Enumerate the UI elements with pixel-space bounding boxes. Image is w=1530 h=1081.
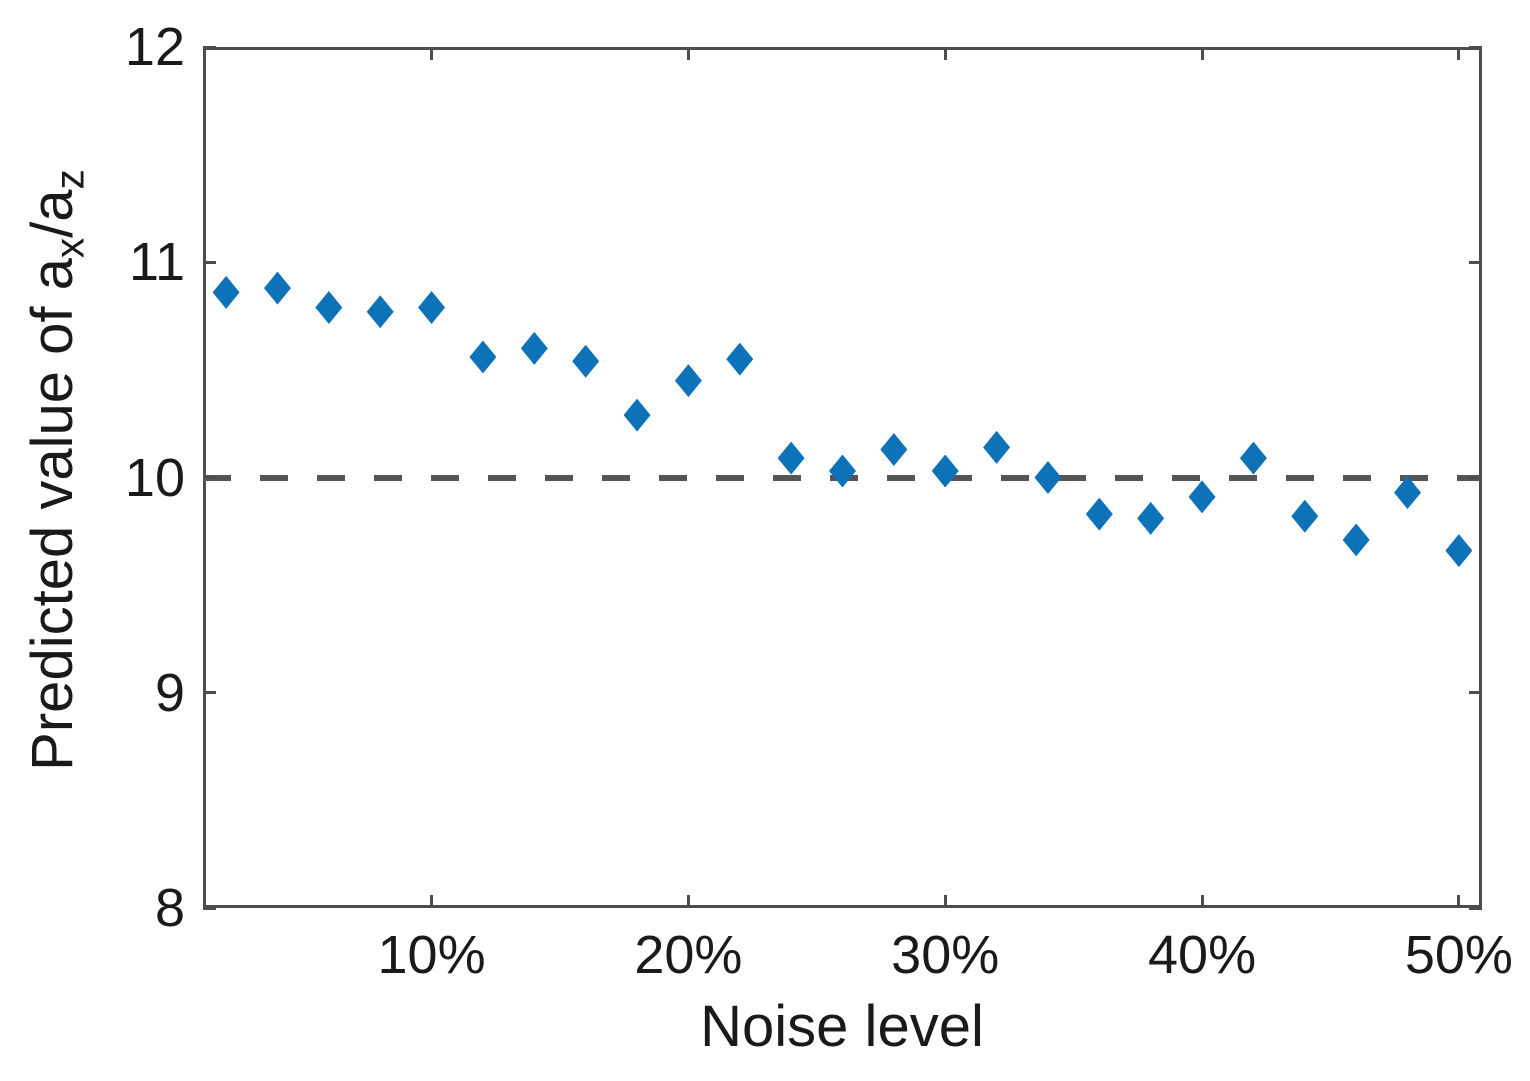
data-point-diamond (1034, 461, 1062, 494)
data-point-diamond (880, 433, 908, 467)
data-point-diamond (829, 454, 856, 488)
y-tick-label: 11 (128, 232, 185, 293)
data-point-diamond (469, 340, 497, 374)
y-axis-tick (203, 691, 216, 695)
data-point-diamond (983, 430, 1011, 464)
y-axis-tick-right (1469, 45, 1482, 49)
y-axis-tick (203, 260, 216, 264)
y-axis-tick (203, 906, 216, 910)
data-point-diamond (1085, 497, 1113, 531)
x-tick-label: 20% (634, 925, 743, 985)
data-point-diamond (1445, 534, 1473, 568)
x-axis-label: Noise level (700, 994, 984, 1059)
y-axis-label-sub-z: z (46, 169, 93, 190)
y-axis-tick-right (1469, 906, 1482, 910)
x-axis-tick (1200, 895, 1204, 908)
x-axis-tick (430, 895, 434, 908)
y-axis-tick (203, 45, 216, 49)
data-point-diamond (520, 331, 548, 365)
data-point-diamond (931, 454, 959, 488)
data-point-diamond (1239, 441, 1267, 475)
x-tick-label: 40% (1148, 925, 1257, 985)
x-tick-label: 50% (1404, 925, 1513, 985)
data-point-diamond (572, 344, 600, 378)
data-point-diamond (623, 398, 651, 432)
x-tick-label: 30% (891, 925, 1000, 985)
plot-area (203, 45, 1482, 910)
y-axis-tick-right (1469, 476, 1482, 479)
x-axis-tick (943, 895, 947, 908)
x-axis-tick-top (1457, 47, 1461, 60)
data-point-diamond (1188, 480, 1216, 514)
y-axis-tick-right (1469, 691, 1482, 695)
data-point-diamond (674, 364, 702, 398)
y-tick-label: 9 (154, 662, 185, 723)
data-point-diamond (212, 275, 240, 309)
data-point-diamond (263, 271, 291, 305)
data-point-diamond (777, 441, 805, 475)
y-tick-label: 10 (124, 447, 185, 508)
x-axis-tick-top (686, 47, 690, 60)
x-axis-tick-top (430, 47, 434, 60)
data-point-diamond (1137, 501, 1165, 535)
x-axis-tick-top (1200, 47, 1204, 60)
data-point-diamond (726, 342, 754, 376)
data-point-diamond (418, 290, 446, 324)
x-axis-tick (686, 895, 690, 908)
data-point-diamond (1394, 476, 1422, 510)
y-axis-tick-right (1469, 260, 1482, 264)
data-point-diamond (1291, 499, 1319, 533)
y-axis-label-mid: /a (20, 189, 86, 238)
data-point-diamond (1342, 523, 1370, 557)
x-axis-tick (1457, 895, 1461, 908)
y-axis-tick (203, 476, 216, 479)
x-tick-label: 10% (377, 925, 486, 985)
y-tick-label: 8 (154, 878, 185, 938)
x-axis-tick-top (943, 47, 947, 60)
y-tick-label: 12 (124, 17, 185, 77)
data-point-diamond (366, 295, 394, 329)
data-point-diamond (315, 290, 343, 324)
